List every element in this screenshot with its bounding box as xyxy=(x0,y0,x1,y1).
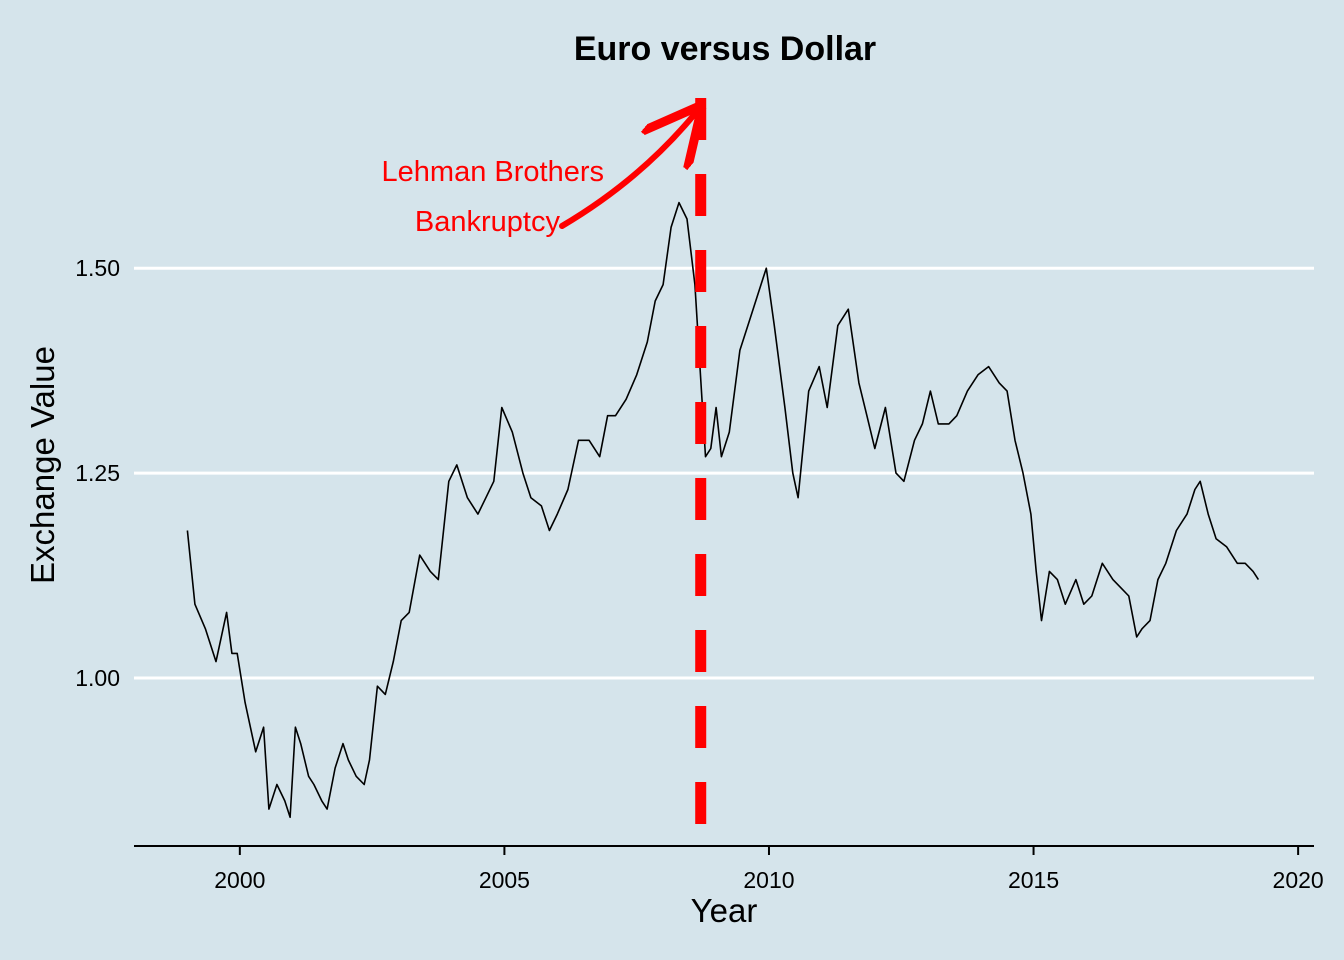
x-tick-label: 2005 xyxy=(479,867,530,893)
series-line-0 xyxy=(186,201,1260,819)
y-axis: 1.00 1.25 1.50 xyxy=(75,255,120,691)
x-tick-label: 2000 xyxy=(214,867,265,893)
gridlines xyxy=(134,266,1314,680)
x-tick-label: 2010 xyxy=(743,867,794,893)
x-axis: 2000 2005 2010 2015 2020 xyxy=(134,845,1324,893)
y-tick-label: 1.50 xyxy=(75,255,120,281)
annotation-layer: Lehman Brothers Bankruptcy xyxy=(382,98,701,846)
x-tick-label: 2015 xyxy=(1008,867,1059,893)
chart-title: Euro versus Dollar xyxy=(574,30,876,68)
x-tick-label: 2020 xyxy=(1273,867,1324,893)
y-tick-label: 1.25 xyxy=(75,460,120,486)
lehman-arrow xyxy=(559,114,695,229)
y-axis-title: Exchange Value xyxy=(24,346,61,584)
series-layer xyxy=(186,201,1260,819)
y-tick-label: 1.00 xyxy=(75,665,120,691)
annotation-label-line-2: Bankruptcy xyxy=(415,206,561,238)
annotation-label-line-1: Lehman Brothers xyxy=(382,156,604,188)
x-axis-title: Year xyxy=(691,892,758,929)
